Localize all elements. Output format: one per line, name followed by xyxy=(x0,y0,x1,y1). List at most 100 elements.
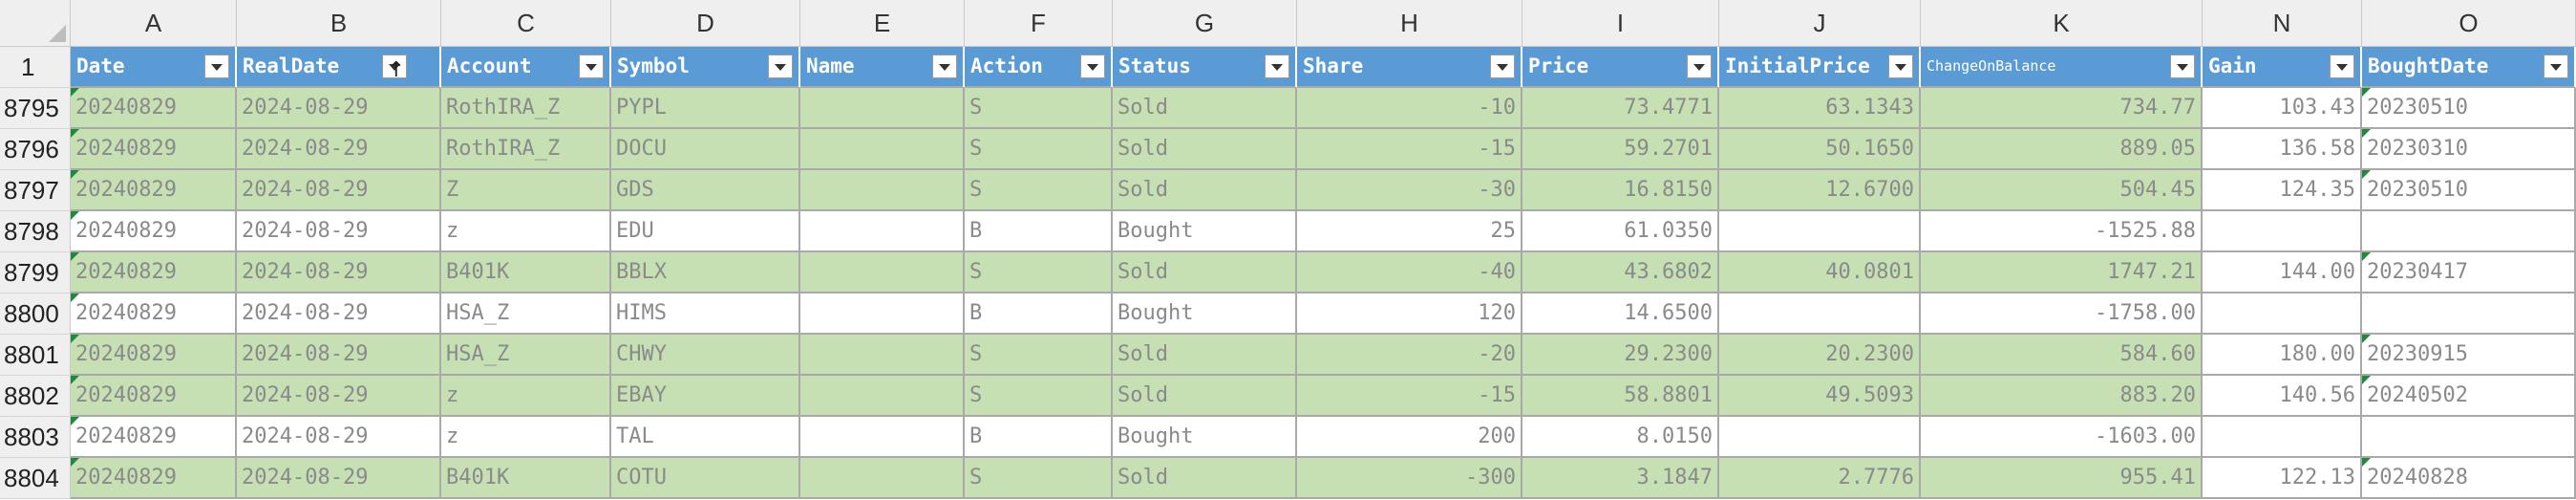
cell-gain[interactable] xyxy=(2203,293,2362,335)
filter-dropdown-icon[interactable] xyxy=(1080,54,1105,78)
row-header[interactable]: 8797 xyxy=(0,170,71,211)
cell-name[interactable] xyxy=(800,376,965,417)
cell-action[interactable]: B xyxy=(965,293,1113,335)
cell-changeonbalance[interactable]: 1747.21 xyxy=(1921,252,2203,293)
filter-dropdown-icon[interactable] xyxy=(2330,54,2354,78)
cell-initialprice[interactable]: 40.0801 xyxy=(1719,252,1921,293)
cell-symbol[interactable]: PYPL xyxy=(611,88,800,129)
cell-name[interactable] xyxy=(800,129,965,170)
cell-gain[interactable]: 122.13 xyxy=(2203,458,2362,499)
cell-price[interactable]: 29.2300 xyxy=(1522,335,1719,376)
cell-changeonbalance[interactable]: 955.41 xyxy=(1921,458,2203,499)
cell-name[interactable] xyxy=(800,417,965,458)
cell-price[interactable]: 14.6500 xyxy=(1522,293,1719,335)
cell-status[interactable]: Sold xyxy=(1113,252,1297,293)
column-header-n[interactable]: N xyxy=(2203,0,2362,47)
cell-changeonbalance[interactable]: 889.05 xyxy=(1921,129,2203,170)
cell-boughtdate[interactable]: 20230310 xyxy=(2362,129,2576,170)
cell-action[interactable]: S xyxy=(965,129,1113,170)
cell-share[interactable]: -30 xyxy=(1297,170,1522,211)
cell-initialprice[interactable] xyxy=(1719,293,1921,335)
column-header-o[interactable]: O xyxy=(2362,0,2576,47)
cell-date[interactable]: 20240829 xyxy=(71,376,237,417)
cell-account[interactable]: z xyxy=(441,417,611,458)
cell-gain[interactable] xyxy=(2203,211,2362,252)
filter-dropdown-icon[interactable] xyxy=(1490,54,1515,78)
select-all-corner[interactable] xyxy=(0,0,71,47)
row-header-1[interactable]: 1 xyxy=(0,47,71,88)
cell-changeonbalance[interactable]: 504.45 xyxy=(1921,170,2203,211)
cell-boughtdate[interactable] xyxy=(2362,293,2576,335)
cell-account[interactable]: Z xyxy=(441,170,611,211)
cell-symbol[interactable]: COTU xyxy=(611,458,800,499)
cell-price[interactable]: 43.6802 xyxy=(1522,252,1719,293)
cell-changeonbalance[interactable]: -1525.88 xyxy=(1921,211,2203,252)
cell-symbol[interactable]: EBAY xyxy=(611,376,800,417)
cell-boughtdate[interactable]: 20240828 xyxy=(2362,458,2576,499)
cell-date[interactable]: 20240829 xyxy=(71,335,237,376)
cell-name[interactable] xyxy=(800,335,965,376)
filter-dropdown-icon[interactable] xyxy=(579,54,604,78)
cell-share[interactable]: 25 xyxy=(1297,211,1522,252)
cell-date[interactable]: 20240829 xyxy=(71,252,237,293)
row-header[interactable]: 8796 xyxy=(0,129,71,170)
cell-initialprice[interactable]: 2.7776 xyxy=(1719,458,1921,499)
filter-dropdown-icon[interactable] xyxy=(2170,54,2195,78)
cell-gain[interactable]: 136.58 xyxy=(2203,129,2362,170)
cell-realdate[interactable]: 2024-08-29 xyxy=(237,211,441,252)
cell-realdate[interactable]: 2024-08-29 xyxy=(237,293,441,335)
row-header[interactable]: 8800 xyxy=(0,293,71,335)
cell-gain[interactable]: 103.43 xyxy=(2203,88,2362,129)
cell-share[interactable]: -10 xyxy=(1297,88,1522,129)
row-header[interactable]: 8799 xyxy=(0,252,71,293)
cell-symbol[interactable]: CHWY xyxy=(611,335,800,376)
cell-realdate[interactable]: 2024-08-29 xyxy=(237,376,441,417)
cell-status[interactable]: Bought xyxy=(1113,211,1297,252)
cell-price[interactable]: 59.2701 xyxy=(1522,129,1719,170)
cell-gain[interactable]: 144.00 xyxy=(2203,252,2362,293)
column-header-g[interactable]: G xyxy=(1113,0,1297,47)
column-header-j[interactable]: J xyxy=(1719,0,1921,47)
cell-realdate[interactable]: 2024-08-29 xyxy=(237,417,441,458)
cell-boughtdate[interactable]: 20230915 xyxy=(2362,335,2576,376)
column-header-d[interactable]: D xyxy=(611,0,800,47)
cell-price[interactable]: 3.1847 xyxy=(1522,458,1719,499)
cell-boughtdate[interactable]: 20230417 xyxy=(2362,252,2576,293)
cell-price[interactable]: 58.8801 xyxy=(1522,376,1719,417)
cell-account[interactable]: RothIRA_Z xyxy=(441,88,611,129)
cell-action[interactable]: S xyxy=(965,458,1113,499)
cell-symbol[interactable]: EDU xyxy=(611,211,800,252)
cell-share[interactable]: 200 xyxy=(1297,417,1522,458)
cell-price[interactable]: 8.0150 xyxy=(1522,417,1719,458)
cell-name[interactable] xyxy=(800,88,965,129)
cell-realdate[interactable]: 2024-08-29 xyxy=(237,335,441,376)
cell-account[interactable]: B401K xyxy=(441,252,611,293)
cell-initialprice[interactable]: 63.1343 xyxy=(1719,88,1921,129)
filter-dropdown-icon[interactable] xyxy=(382,54,407,78)
cell-boughtdate[interactable] xyxy=(2362,211,2576,252)
cell-date[interactable]: 20240829 xyxy=(71,417,237,458)
row-header[interactable]: 8802 xyxy=(0,376,71,417)
column-header-h[interactable]: H xyxy=(1297,0,1522,47)
cell-account[interactable]: HSA_Z xyxy=(441,293,611,335)
cell-share[interactable]: -300 xyxy=(1297,458,1522,499)
cell-status[interactable]: Sold xyxy=(1113,170,1297,211)
cell-name[interactable] xyxy=(800,458,965,499)
cell-changeonbalance[interactable]: 734.77 xyxy=(1921,88,2203,129)
column-header-i[interactable]: I xyxy=(1522,0,1719,47)
cell-status[interactable]: Sold xyxy=(1113,458,1297,499)
cell-date[interactable]: 20240829 xyxy=(71,293,237,335)
filter-dropdown-icon[interactable] xyxy=(204,54,229,78)
cell-action[interactable]: B xyxy=(965,417,1113,458)
cell-share[interactable]: -15 xyxy=(1297,376,1522,417)
cell-realdate[interactable]: 2024-08-29 xyxy=(237,88,441,129)
cell-name[interactable] xyxy=(800,170,965,211)
cell-initialprice[interactable]: 12.6700 xyxy=(1719,170,1921,211)
cell-share[interactable]: -15 xyxy=(1297,129,1522,170)
cell-price[interactable]: 73.4771 xyxy=(1522,88,1719,129)
cell-account[interactable]: RothIRA_Z xyxy=(441,129,611,170)
cell-gain[interactable]: 180.00 xyxy=(2203,335,2362,376)
cell-account[interactable]: z xyxy=(441,376,611,417)
cell-initialprice[interactable]: 50.1650 xyxy=(1719,129,1921,170)
cell-account[interactable]: HSA_Z xyxy=(441,335,611,376)
